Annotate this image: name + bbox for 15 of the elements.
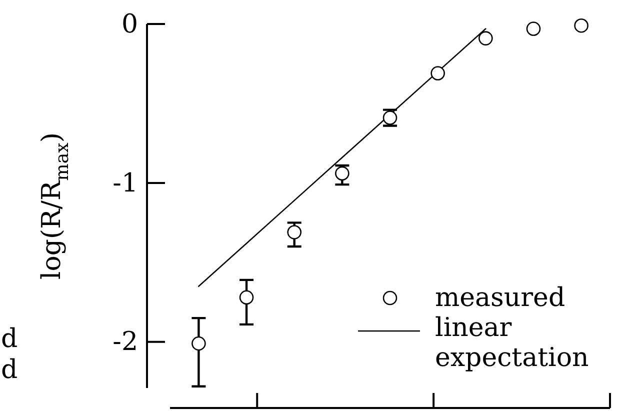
y-tick-label: -1	[112, 168, 138, 198]
point	[335, 166, 350, 181]
point	[239, 290, 254, 305]
point	[287, 225, 302, 240]
legend-label: linear expectation	[435, 313, 590, 373]
point	[526, 22, 541, 36]
y-tick-label: 0	[121, 9, 138, 40]
text: d	[1, 355, 18, 385]
y-tick-label: -2	[112, 327, 138, 358]
point	[478, 31, 493, 46]
point	[430, 66, 445, 80]
point	[574, 18, 588, 33]
point	[192, 336, 206, 351]
text: d	[1, 324, 18, 354]
legend-label: measured	[435, 283, 566, 313]
